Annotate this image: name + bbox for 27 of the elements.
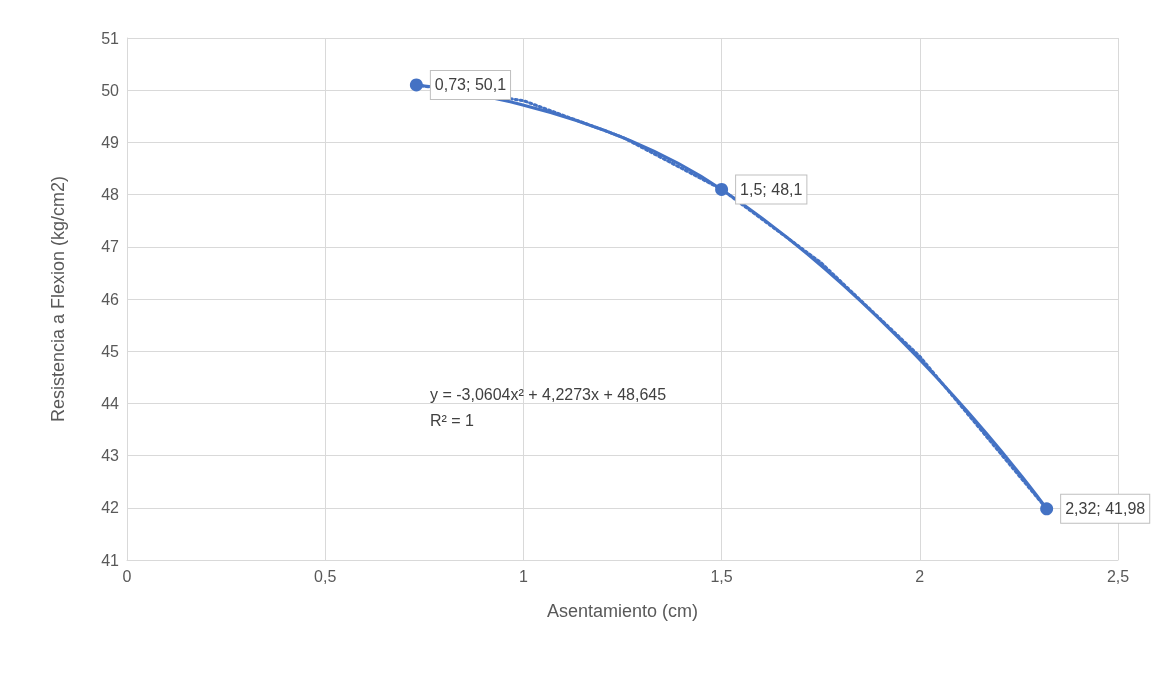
- y-tick-label: 50: [101, 81, 120, 99]
- data-label: 2,32; 41,98: [1065, 500, 1146, 518]
- annotation: R² = 1: [430, 411, 475, 429]
- point: [409, 78, 423, 92]
- y-tick-label: 51: [101, 29, 120, 47]
- x-tick-label: 1,5: [710, 567, 733, 585]
- y-tick-label: 45: [101, 342, 120, 360]
- y-tick-label: 48: [101, 186, 120, 204]
- point: [1040, 502, 1054, 516]
- y-tick-label: 47: [101, 238, 120, 256]
- x-tick-label: 1: [518, 567, 528, 585]
- data-label: 1,5; 48,1: [740, 180, 803, 198]
- annotation: y = -3,0604x² + 4,2273x + 48,645: [430, 385, 667, 403]
- x-tick-label: 2: [915, 567, 925, 585]
- y-tick-label: 46: [101, 290, 120, 308]
- point: [715, 182, 729, 196]
- x-axis-title: Asentamiento (cm): [546, 601, 699, 621]
- y-axis-title: Resistencia a Flexion (kg/cm2): [48, 175, 68, 423]
- y-tick-label: 44: [101, 394, 120, 412]
- data-label: 0,73; 50,1: [434, 76, 507, 94]
- x-tick-label: 0,5: [314, 567, 337, 585]
- y-tick-label: 41: [101, 551, 120, 569]
- y-tick-label: 49: [101, 133, 120, 151]
- y-tick-label: 43: [101, 447, 120, 465]
- x-tick-label: 2,5: [1106, 567, 1130, 585]
- x-tick-label: 0: [122, 567, 132, 585]
- y-tick-label: 42: [101, 499, 120, 517]
